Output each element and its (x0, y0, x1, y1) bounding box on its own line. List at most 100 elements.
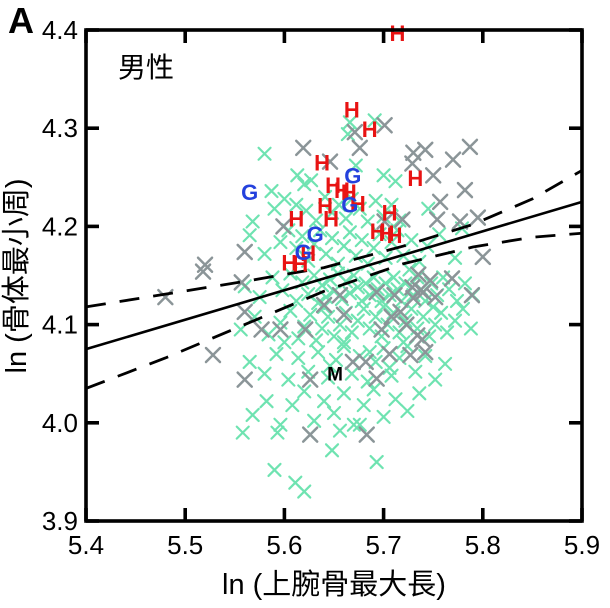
data-point-green-x (277, 191, 292, 207)
data-point-gray-x (469, 209, 487, 226)
data-point-green-x (313, 223, 328, 238)
data-point-H: H (341, 180, 357, 205)
data-point-green-x (388, 392, 403, 407)
data-point-gray-x (463, 286, 481, 304)
data-point-green-x (369, 454, 384, 470)
data-point-green-x (382, 360, 397, 375)
data-point-green-x (336, 339, 352, 354)
data-point-green-x (322, 358, 338, 373)
data-point-G: G (295, 240, 312, 265)
plot-border (84, 28, 584, 523)
data-point-gray-x (331, 286, 349, 304)
data-point-H: H (407, 166, 423, 191)
data-point-gray-x (383, 308, 400, 325)
data-point-green-x (362, 344, 377, 360)
data-point-green-x (408, 364, 423, 379)
data-point-green-x (336, 238, 352, 254)
data-point-green-x (384, 197, 399, 212)
data-point-green-x (281, 372, 296, 387)
data-point-gray-x (414, 331, 431, 348)
data-point-green-x (291, 350, 306, 366)
data-point-gray-x (368, 370, 385, 387)
data-point-gray-x (386, 286, 403, 304)
data-point-green-x (447, 313, 463, 328)
y-tick-label: 4.1 (42, 310, 78, 340)
data-point-green-x (320, 370, 336, 385)
data-point-green-x (290, 168, 305, 183)
data-point-gray-x (424, 167, 442, 184)
data-point-green-x (270, 425, 285, 440)
data-point-green-x (362, 288, 377, 303)
data-point-gray-x (402, 346, 419, 364)
data-point-gray-x (444, 151, 462, 168)
data-point-green-x (412, 254, 427, 269)
data-point-H: H (350, 192, 366, 217)
x-tick-label: 5.9 (564, 530, 600, 560)
data-point-green-x (245, 214, 260, 229)
data-point-gray-x (456, 181, 474, 199)
data-point-M: M (327, 365, 343, 386)
data-point-H: H (382, 201, 398, 226)
data-point-green-x (332, 423, 348, 438)
data-point-green-x (261, 327, 276, 342)
data-point-green-x (324, 231, 340, 246)
data-point-gray-x (474, 248, 492, 266)
data-point-green-x (273, 417, 288, 432)
data-point-H: H (281, 251, 297, 276)
data-point-gray-x (358, 426, 375, 443)
data-point-gray-x (236, 371, 253, 388)
male-annotation: 男性 (118, 52, 174, 83)
data-point-H: H (344, 97, 360, 122)
data-point-gray-x (301, 426, 319, 443)
data-point-green-x (277, 335, 292, 350)
data-point-green-x (338, 211, 354, 226)
data-point-green-x (346, 417, 361, 432)
data-point-green-x (289, 197, 304, 212)
data-point-G: G (307, 222, 324, 247)
data-point-green-x (367, 113, 382, 128)
data-point-green-x (376, 409, 391, 425)
data-point-green-x (242, 354, 257, 370)
data-point-gray-x (236, 303, 253, 321)
data-point-green-x (297, 484, 312, 499)
x-tick-label: 5.5 (167, 530, 203, 560)
data-point-green-x (434, 305, 449, 320)
data-point-gray-x (344, 353, 362, 371)
data-point-H: H (379, 221, 395, 246)
data-point-gray-x (351, 139, 369, 157)
data-point-green-x (301, 364, 316, 379)
data-point-gray-x (461, 138, 479, 156)
data-point-green-x (366, 240, 381, 256)
data-point-green-x (348, 158, 363, 173)
data-point-green-x (257, 146, 272, 161)
x-tick-label: 5.7 (366, 530, 402, 560)
data-point-green-x (386, 270, 401, 285)
data-point-gray-x (204, 346, 222, 364)
data-point-green-x (297, 384, 312, 399)
data-point-H: H (323, 206, 339, 231)
data-point-green-x (348, 248, 363, 263)
data-point-green-x (356, 398, 371, 413)
data-point-H: H (334, 178, 350, 203)
data-point-gray-x (398, 316, 415, 333)
data-point-gray-x (443, 270, 461, 287)
data-point-green-x (297, 319, 312, 334)
data-point-green-x (317, 189, 333, 205)
data-point-green-x (376, 168, 391, 183)
data-point-green-x (382, 288, 397, 303)
data-point-gray-x (321, 153, 339, 170)
data-point-H: H (288, 206, 304, 231)
data-point-green-x (358, 276, 373, 291)
data-point-green-x (307, 236, 322, 252)
data-point-green-x (455, 301, 471, 316)
data-point-green-x (316, 299, 332, 315)
data-point-green-x (326, 405, 342, 421)
data-point-gray-x (294, 139, 312, 157)
data-point-green-x (370, 282, 385, 297)
data-point-gray-x (417, 343, 434, 361)
data-point-green-x (331, 197, 347, 212)
data-point-green-x (245, 407, 260, 423)
data-point-gray-x (410, 266, 427, 283)
